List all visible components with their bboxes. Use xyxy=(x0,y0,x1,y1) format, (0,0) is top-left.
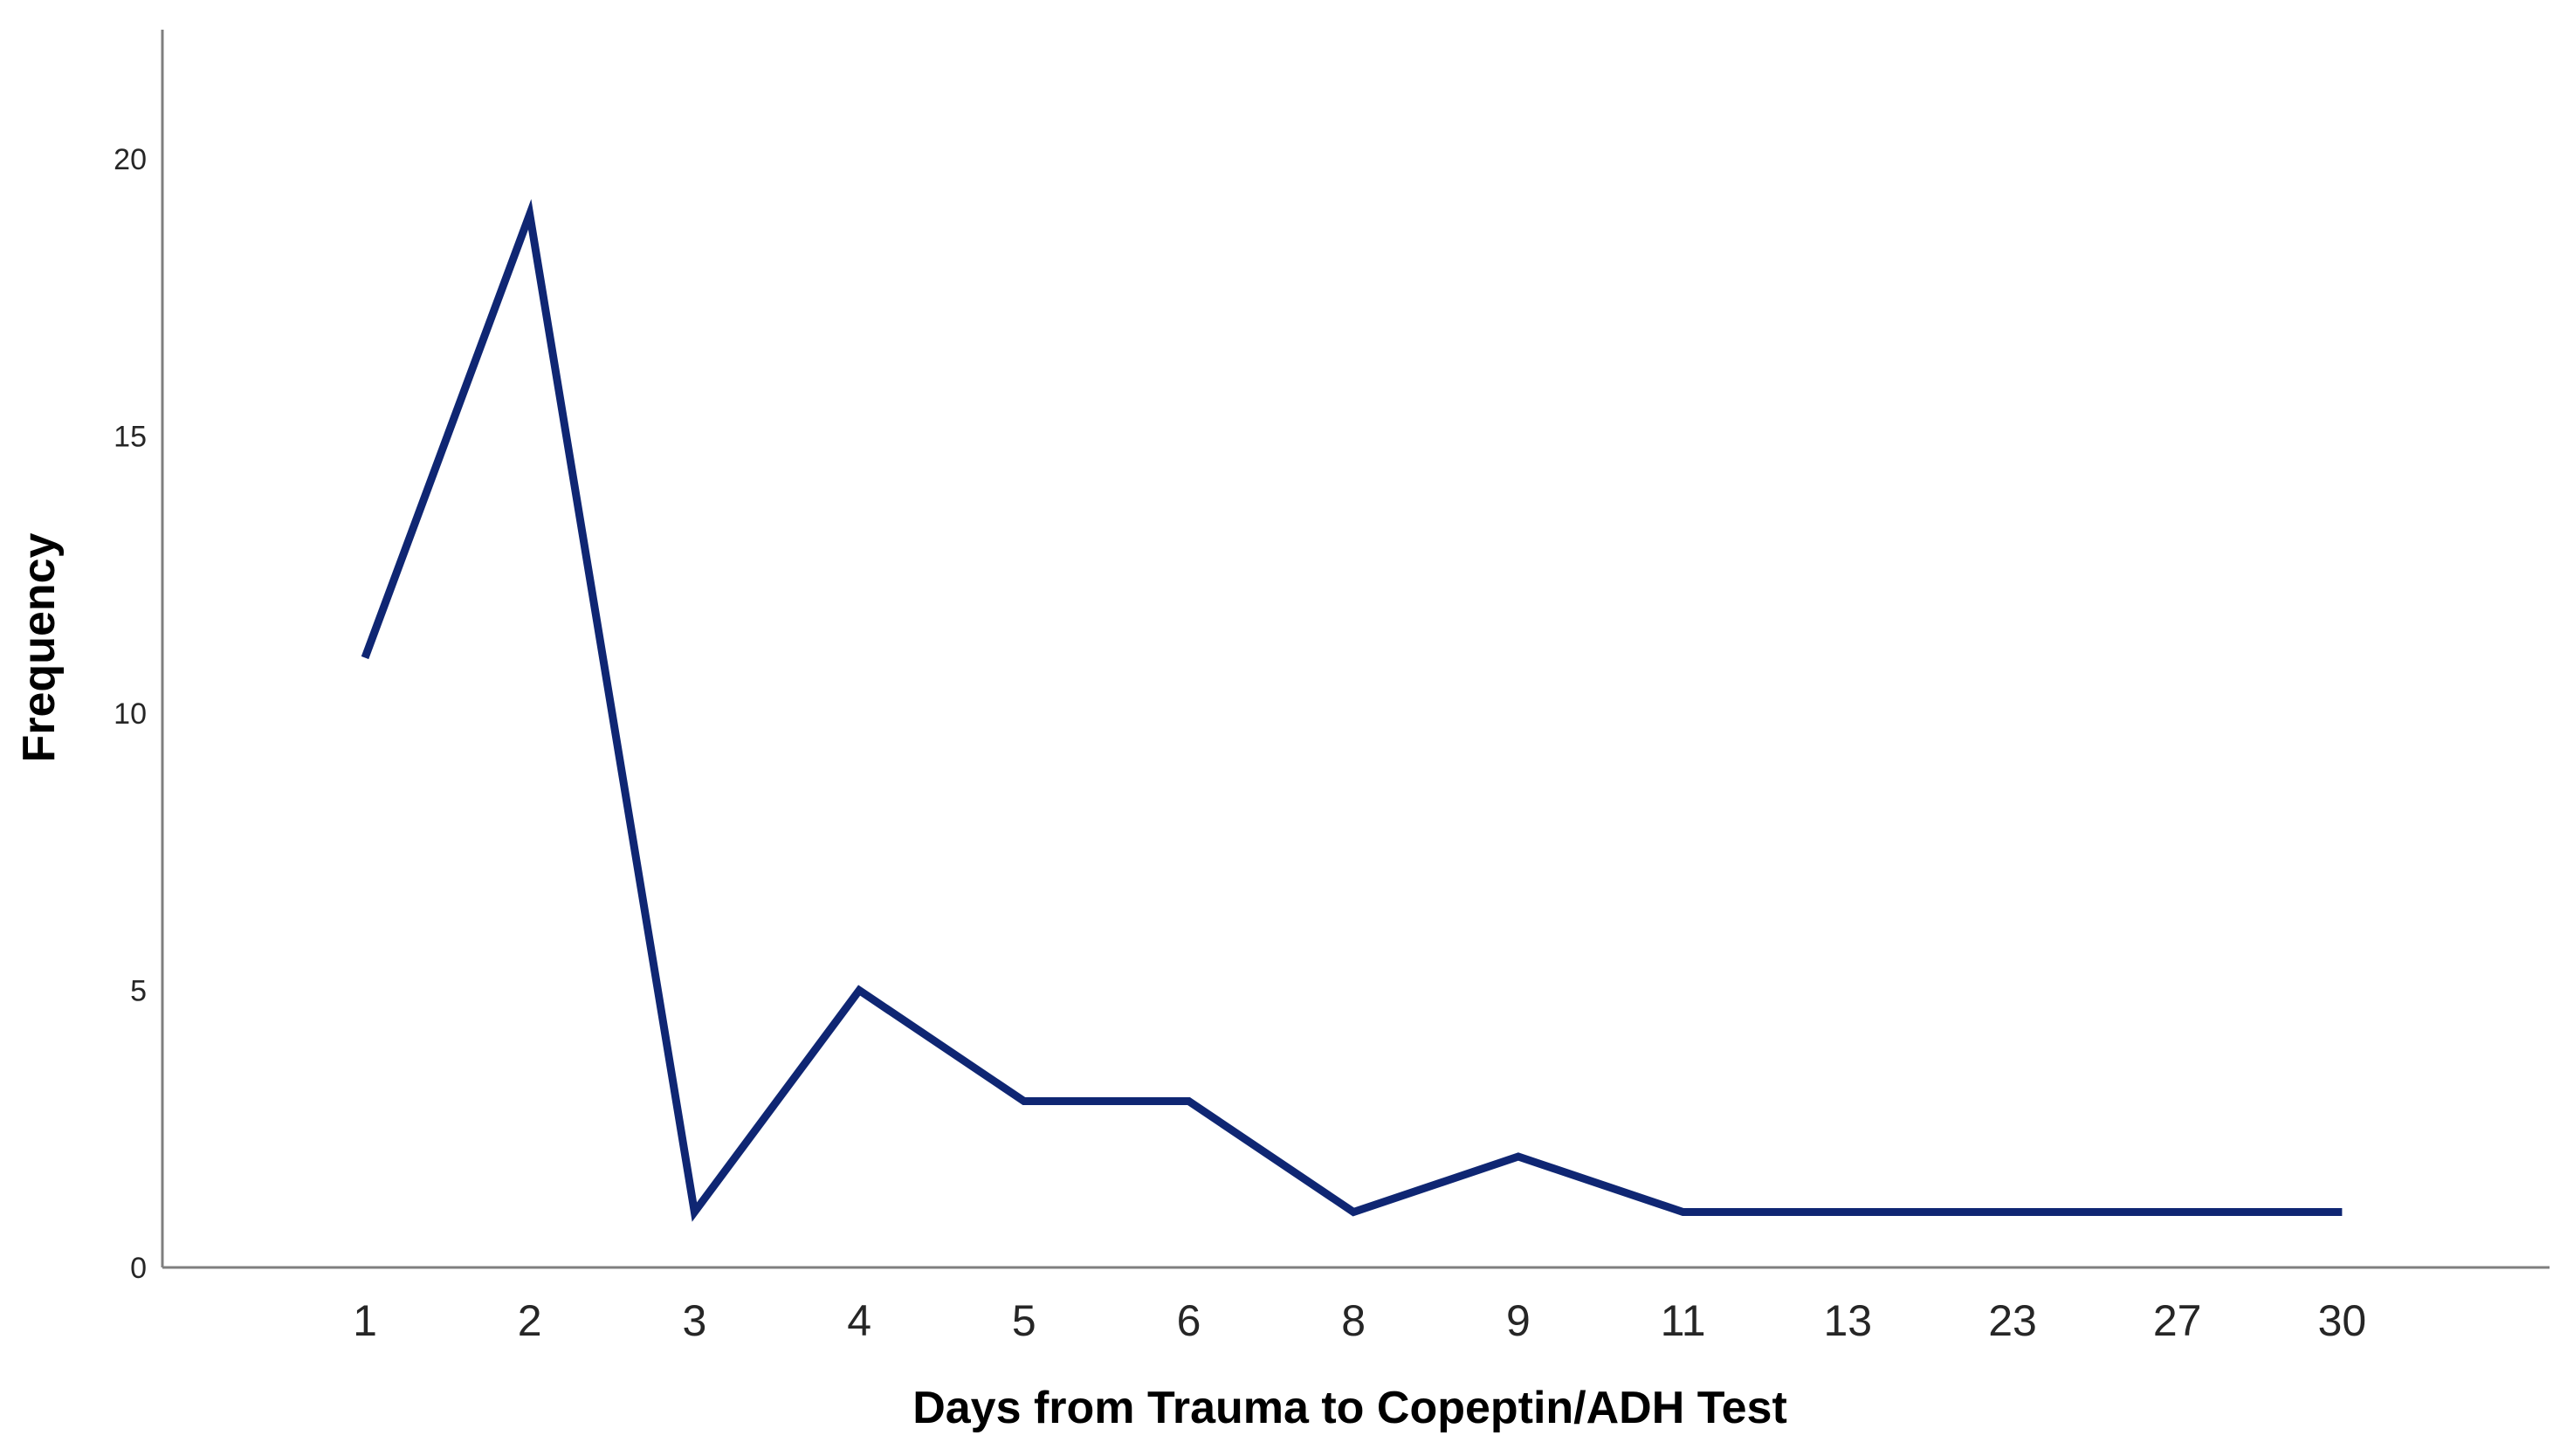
y-tick-label: 0 xyxy=(130,1252,147,1285)
x-axis-title: Days from Trauma to Copeptin/ADH Test xyxy=(912,1383,1787,1433)
x-tick-label: 5 xyxy=(1012,1296,1036,1345)
y-tick-label: 5 xyxy=(130,975,147,1008)
x-tick-label: 30 xyxy=(2318,1296,2367,1345)
x-tick-label: 1 xyxy=(353,1296,377,1345)
x-tick-label: 6 xyxy=(1177,1296,1201,1345)
y-tick-label: 10 xyxy=(114,697,147,731)
x-tick-label: 27 xyxy=(2153,1296,2202,1345)
x-tick-label: 9 xyxy=(1506,1296,1531,1345)
x-tick-label: 3 xyxy=(682,1296,706,1345)
series-line xyxy=(361,199,2343,1222)
y-tick-label: 15 xyxy=(114,421,147,454)
x-tick-label: 2 xyxy=(518,1296,542,1345)
x-tick-label: 11 xyxy=(1661,1296,1706,1345)
y-axis-title: Frequency xyxy=(14,532,65,762)
axes xyxy=(161,30,2550,1269)
x-tick-label: 8 xyxy=(1341,1296,1366,1345)
y-tick-label: 20 xyxy=(114,143,147,176)
x-tick-label: 13 xyxy=(1823,1296,1872,1345)
series-layer xyxy=(361,199,2343,1222)
x-tick-label: 4 xyxy=(847,1296,871,1345)
x-tick-label: 23 xyxy=(1988,1296,2037,1345)
